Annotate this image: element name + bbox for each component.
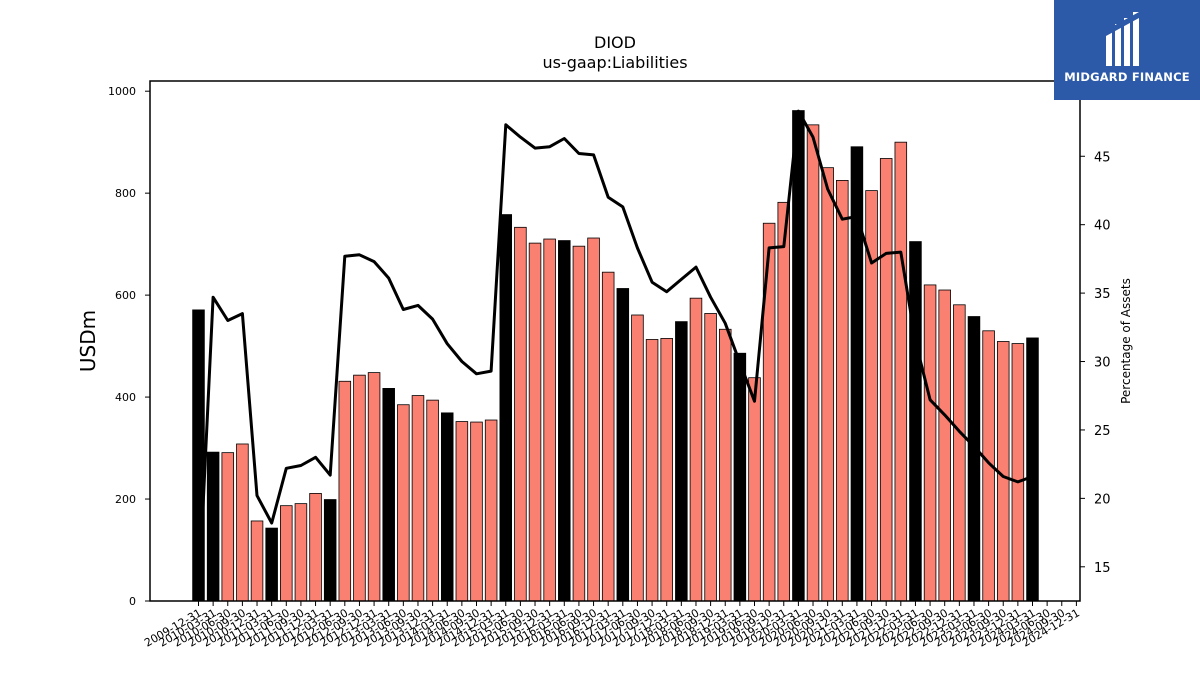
plot-frame [149,80,1081,602]
y-tick-label-600: 600 [115,289,136,302]
bar-2021-09-30 [879,158,893,602]
bar-2020-12-31 [836,180,849,602]
y2-tick-label-45: 45 [1094,150,1111,165]
y2-tick-label-15: 15 [1094,561,1111,576]
bar-2022-03-31 [909,241,922,602]
bar-2011-09-30 [294,503,308,602]
bar-2016-03-31 [558,240,571,602]
bar-2009-12-31 [192,309,205,602]
bar-2017-06-30 [631,314,644,602]
bar-2010-09-30 [236,443,249,602]
chart-subtitle: us-gaap:Liabilities [542,53,687,72]
y2-tick-label-20: 20 [1094,492,1111,507]
logo-text: MIDGARD FINANCE [1064,70,1190,84]
bar-2019-03-31 [733,352,747,602]
bar-2012-03-31 [323,499,337,602]
bar-2020-09-30 [821,167,834,602]
bar-2024-03-31 [1026,337,1039,602]
bar-2012-06-30 [338,380,352,602]
bar-2014-06-30 [455,421,469,602]
bar-2013-09-30 [411,395,425,602]
bar-2012-12-31 [367,372,381,602]
chart-title: DIOD [594,33,636,52]
bar-2023-03-31 [967,316,981,602]
bar-2021-03-31 [850,146,864,602]
bar-2022-12-31 [953,304,966,602]
y-tick-label-0: 0 [129,595,136,608]
y2-tick-label-25: 25 [1094,424,1111,439]
y-tick-label-200: 200 [115,493,136,506]
y2-tick-label-40: 40 [1094,219,1111,234]
bar-2016-09-30 [587,237,600,602]
bar-2011-06-30 [280,505,293,602]
y-tick-label-1000: 1000 [108,85,136,98]
bar-2010-06-30 [221,452,235,602]
bar-2012-09-30 [353,374,366,602]
bar-2017-03-31 [616,288,630,602]
bar-2010-03-31 [206,451,220,602]
midgard-finance-logo: MIDGARD FINANCE [1054,0,1200,100]
y2-tick-label-35: 35 [1094,287,1111,302]
bar-2019-06-30 [748,377,761,602]
bar-2017-09-30 [645,339,659,602]
percentage-of-assets-line [197,109,1034,602]
bar-2018-03-31 [675,321,688,602]
bar-2018-06-30 [689,297,703,602]
bar-2022-09-30 [938,289,951,602]
bar-2017-12-31 [660,338,673,602]
bar-2023-12-31 [1011,343,1025,602]
bar-2015-12-31 [543,238,556,602]
y2-tick-label-30: 30 [1094,356,1111,371]
bar-2010-12-31 [250,520,264,602]
bar-2016-06-30 [572,245,586,602]
bar-2015-09-30 [528,242,542,602]
bar-2021-12-31 [894,141,908,602]
bar-2014-09-30 [470,421,483,602]
bar-2020-03-31 [792,110,805,602]
bar-2016-12-31 [601,271,615,602]
y-tick-label-800: 800 [115,187,136,200]
bar-2013-12-31 [426,399,439,602]
bar-2019-12-31 [777,201,791,602]
y-tick-label-400: 400 [115,391,136,404]
bar-2014-03-31 [440,412,454,602]
bar-2015-06-30 [514,226,527,602]
bar-2018-09-30 [704,313,717,602]
bar-2013-06-30 [397,404,410,602]
bar-2015-03-31 [499,214,513,602]
bar-2018-12-31 [718,328,732,602]
y2-axis-label: Percentage of Assets [1119,278,1133,404]
bar-2011-12-31 [309,493,322,602]
bar-2020-06-30 [806,124,820,602]
logo-mark-icon [1106,12,1139,66]
bar-2011-03-31 [265,527,278,602]
bar-2014-12-31 [484,419,498,602]
y-axis-label: USDm [76,310,100,372]
bar-2022-06-30 [923,284,937,602]
bar-2013-03-31 [382,388,395,602]
